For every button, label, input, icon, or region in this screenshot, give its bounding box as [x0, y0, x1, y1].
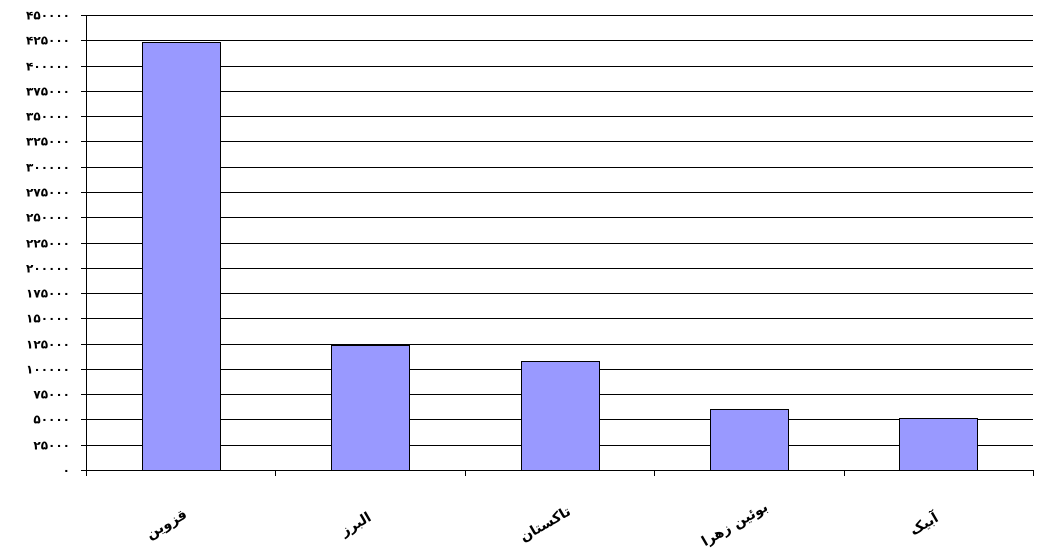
y-tick-label: ۱۵۰۰۰۰ [26, 312, 70, 326]
y-tick-label: ۱۲۵۰۰۰ [26, 338, 70, 352]
y-tick-label: ۲۰۰۰۰۰ [26, 262, 70, 276]
y-tick-label: ۷۵۰۰۰ [33, 388, 70, 402]
gridlines [86, 15, 1033, 446]
x-tick-label: تاکستان [517, 504, 573, 546]
y-tick-label: ۴۵۰۰۰۰ [26, 9, 70, 23]
x-tick-label: البرز [337, 509, 374, 540]
y-tick-label: ۱۷۵۰۰۰ [26, 287, 70, 301]
bar [142, 42, 221, 471]
y-tick-label: ۲۲۵۰۰۰ [26, 237, 70, 251]
x-tick-label: قزوین [143, 506, 189, 542]
y-tick-label: ۰ [63, 464, 70, 478]
x-tick-label: بوئین زهرا [699, 499, 771, 550]
y-tick-label: ۳۵۰۰۰۰ [26, 110, 70, 124]
y-tick-label: ۵۰۰۰۰ [33, 413, 70, 427]
y-tick-labels: ۰ ۲۵۰۰۰ ۵۰۰۰۰ ۷۵۰۰۰ ۱۰۰۰۰۰ ۱۲۵۰۰۰ ۱۵۰۰۰۰ ۱۷۵۰۰۰… [26, 9, 70, 478]
y-tick-label: ۳۷۵۰۰۰ [26, 85, 70, 99]
y-tick-label: ۲۷۵۰۰۰ [26, 186, 70, 200]
axes [81, 15, 1034, 476]
y-tick-label: ۳۲۵۰۰۰ [26, 135, 70, 149]
x-tick-label: آبیک [906, 508, 942, 539]
x-tick-labels: قزوین البرز تاکستان بوئین زهرا آبیک [143, 499, 942, 550]
y-tick-label: ۴۲۵۰۰۰ [26, 34, 70, 48]
y-tick-label: ۴۰۰۰۰۰ [26, 60, 70, 74]
y-tick-label: ۲۵۰۰۰ [33, 439, 70, 453]
y-tick-label: ۲۵۰۰۰۰ [26, 211, 70, 225]
bars [142, 42, 978, 471]
y-tick-label: ۳۰۰۰۰۰ [26, 161, 70, 175]
bar [710, 409, 789, 471]
bar [521, 361, 600, 471]
bar [331, 345, 410, 471]
y-tick-label: ۱۰۰۰۰۰ [26, 363, 70, 377]
bar [899, 418, 978, 471]
